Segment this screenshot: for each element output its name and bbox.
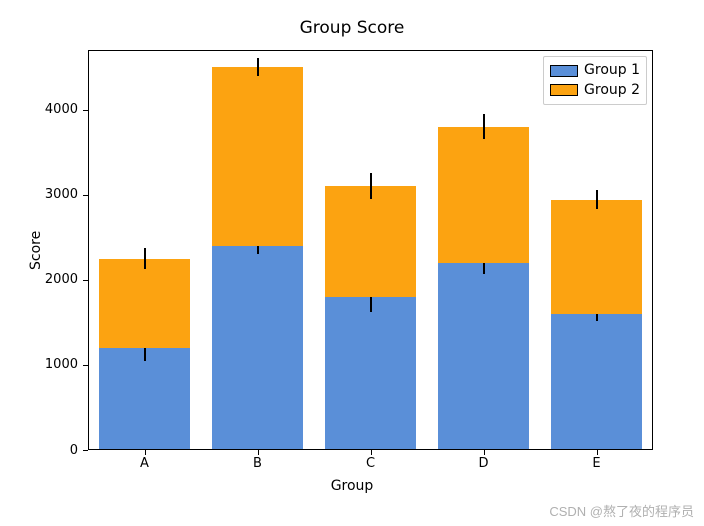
ytick-label: 3000	[33, 187, 78, 202]
error-bar	[483, 114, 485, 140]
ytick-mark	[83, 365, 88, 366]
ytick-label: 4000	[33, 102, 78, 117]
xtick-mark	[145, 450, 146, 455]
error-bar	[257, 58, 259, 77]
figure: Group Score Score Group CSDN @熬了夜的程序员 0 1…	[0, 0, 704, 526]
bar-group2	[551, 200, 641, 314]
xtick-label: D	[464, 456, 504, 471]
legend-label: Group 1	[584, 61, 640, 81]
ytick-mark	[83, 110, 88, 111]
watermark: CSDN @熬了夜的程序员	[549, 501, 694, 520]
bar-group2	[438, 127, 528, 263]
error-bar	[144, 248, 146, 268]
error-bar	[370, 173, 372, 199]
xtick-mark	[371, 450, 372, 455]
bar-group1	[438, 263, 528, 450]
legend-swatch	[550, 65, 578, 77]
bar-group2	[99, 259, 189, 348]
legend-swatch	[550, 84, 578, 96]
y-axis-label: Score	[28, 231, 44, 270]
x-axis-label: Group	[0, 478, 704, 494]
ytick-mark	[83, 450, 88, 451]
legend-item: Group 1	[550, 61, 640, 81]
legend-item: Group 2	[550, 81, 640, 101]
bar-group1	[325, 297, 415, 450]
bar-group1	[99, 348, 189, 450]
chart-title: Group Score	[0, 18, 704, 38]
legend: Group 1Group 2	[543, 56, 647, 105]
ytick-label: 1000	[33, 357, 78, 372]
bar-group2	[212, 67, 302, 246]
ytick-mark	[83, 280, 88, 281]
ytick-label: 0	[33, 443, 78, 458]
xtick-mark	[597, 450, 598, 455]
xtick-label: B	[238, 456, 278, 471]
xtick-label: A	[125, 456, 165, 471]
bar-group1	[212, 246, 302, 450]
xtick-mark	[258, 450, 259, 455]
xtick-label: E	[577, 456, 617, 471]
error-bar	[596, 190, 598, 209]
bar-group2	[325, 186, 415, 297]
ytick-label: 2000	[33, 272, 78, 287]
bar-group1	[551, 314, 641, 450]
xtick-mark	[484, 450, 485, 455]
xtick-label: C	[351, 456, 391, 471]
ytick-mark	[83, 195, 88, 196]
legend-label: Group 2	[584, 81, 640, 101]
